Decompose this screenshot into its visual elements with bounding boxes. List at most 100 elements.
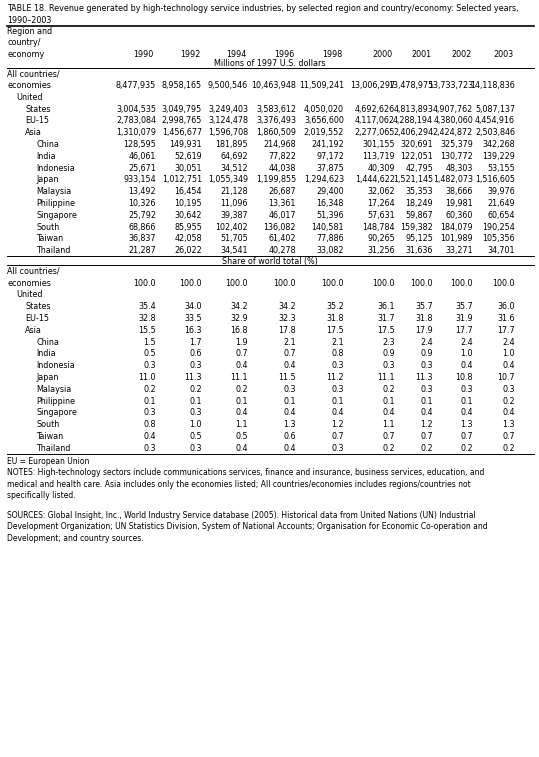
Text: 30,642: 30,642 <box>175 211 202 220</box>
Text: South: South <box>36 223 59 232</box>
Text: 0.1: 0.1 <box>460 397 473 406</box>
Text: 0.4: 0.4 <box>236 361 248 370</box>
Text: 38,666: 38,666 <box>446 187 473 196</box>
Text: 1.5: 1.5 <box>143 338 156 347</box>
Text: 0.1: 0.1 <box>383 397 395 406</box>
Text: 1.7: 1.7 <box>189 338 202 347</box>
Text: 11,096: 11,096 <box>220 199 248 208</box>
Text: 35.2: 35.2 <box>326 302 344 311</box>
Text: 0.3: 0.3 <box>420 385 433 394</box>
Text: Japan: Japan <box>36 176 58 185</box>
Text: 100.0: 100.0 <box>372 279 395 288</box>
Text: 8,958,165: 8,958,165 <box>162 81 202 90</box>
Text: 64,692: 64,692 <box>220 152 248 161</box>
Text: 40,309: 40,309 <box>368 164 395 173</box>
Text: 0.5: 0.5 <box>236 432 248 441</box>
Text: 16,348: 16,348 <box>316 199 344 208</box>
Text: 100.0: 100.0 <box>225 279 248 288</box>
Text: 148,784: 148,784 <box>363 223 395 232</box>
Text: 1,516,605: 1,516,605 <box>475 176 515 185</box>
Text: 46,061: 46,061 <box>129 152 156 161</box>
Text: China: China <box>36 338 59 347</box>
Text: 0.4: 0.4 <box>284 361 296 370</box>
Text: EU-15: EU-15 <box>25 314 49 323</box>
Text: 0.4: 0.4 <box>502 361 515 370</box>
Text: 2.3: 2.3 <box>382 338 395 347</box>
Text: 2,998,765: 2,998,765 <box>162 117 202 126</box>
Text: 933,154: 933,154 <box>123 176 156 185</box>
Text: India: India <box>36 152 56 161</box>
Text: 17.7: 17.7 <box>497 326 515 335</box>
Text: 100.0: 100.0 <box>321 279 344 288</box>
Text: 95,125: 95,125 <box>405 235 433 244</box>
Text: 0.7: 0.7 <box>331 432 344 441</box>
Text: SOURCES: Global Insight, Inc., World Industry Service database (2005). Historica: SOURCES: Global Insight, Inc., World Ind… <box>7 511 476 520</box>
Text: 13,733,723: 13,733,723 <box>428 81 473 90</box>
Text: 0.3: 0.3 <box>331 444 344 453</box>
Text: 8,477,935: 8,477,935 <box>116 81 156 90</box>
Text: 32.9: 32.9 <box>230 314 248 323</box>
Text: 0.4: 0.4 <box>331 408 344 417</box>
Text: 77,886: 77,886 <box>316 235 344 244</box>
Text: 4,813,893: 4,813,893 <box>393 104 433 114</box>
Text: 122,051: 122,051 <box>400 152 433 161</box>
Text: 159,382: 159,382 <box>400 223 433 232</box>
Text: All countries/: All countries/ <box>7 70 60 78</box>
Text: 21,287: 21,287 <box>128 246 156 255</box>
Text: South: South <box>36 420 59 429</box>
Text: country/: country/ <box>7 38 40 47</box>
Text: 0.4: 0.4 <box>236 408 248 417</box>
Text: 44,038: 44,038 <box>268 164 296 173</box>
Text: 1.3: 1.3 <box>284 420 296 429</box>
Text: 0.3: 0.3 <box>502 385 515 394</box>
Text: 31,636: 31,636 <box>406 246 433 255</box>
Text: 85,955: 85,955 <box>174 223 202 232</box>
Text: China: China <box>36 140 59 149</box>
Text: 1.2: 1.2 <box>420 420 433 429</box>
Text: 100.0: 100.0 <box>134 279 156 288</box>
Text: 1,596,708: 1,596,708 <box>208 128 248 137</box>
Text: 0.5: 0.5 <box>189 432 202 441</box>
Text: 0.3: 0.3 <box>143 444 156 453</box>
Text: 0.3: 0.3 <box>190 408 202 417</box>
Text: 25,671: 25,671 <box>128 164 156 173</box>
Text: Taiwan: Taiwan <box>36 432 63 441</box>
Text: 51,705: 51,705 <box>220 235 248 244</box>
Text: 4,380,060: 4,380,060 <box>433 117 473 126</box>
Text: 0.2: 0.2 <box>502 397 515 406</box>
Text: 0.3: 0.3 <box>190 444 202 453</box>
Text: 1,012,751: 1,012,751 <box>162 176 202 185</box>
Text: 130,772: 130,772 <box>440 152 473 161</box>
Text: 0.4: 0.4 <box>460 361 473 370</box>
Text: EU = European Union: EU = European Union <box>7 457 89 466</box>
Text: 100.0: 100.0 <box>451 279 473 288</box>
Text: 5,087,137: 5,087,137 <box>475 104 515 114</box>
Text: 0.5: 0.5 <box>143 350 156 358</box>
Text: 2002: 2002 <box>451 50 471 58</box>
Text: 68,866: 68,866 <box>129 223 156 232</box>
Text: 90,265: 90,265 <box>367 235 395 244</box>
Text: Asia: Asia <box>25 326 42 335</box>
Text: 139,229: 139,229 <box>482 152 515 161</box>
Text: 1,294,623: 1,294,623 <box>304 176 344 185</box>
Text: 31.8: 31.8 <box>327 314 344 323</box>
Text: 4,288,194: 4,288,194 <box>393 117 433 126</box>
Text: 31,256: 31,256 <box>368 246 395 255</box>
Text: 102,402: 102,402 <box>216 223 248 232</box>
Text: Indonesia: Indonesia <box>36 361 75 370</box>
Text: 1,482,073: 1,482,073 <box>433 176 473 185</box>
Text: 0.3: 0.3 <box>383 361 395 370</box>
Text: 61,402: 61,402 <box>268 235 296 244</box>
Text: 17.9: 17.9 <box>415 326 433 335</box>
Text: 34,541: 34,541 <box>220 246 248 255</box>
Text: 97,172: 97,172 <box>316 152 344 161</box>
Text: 1.1: 1.1 <box>236 420 248 429</box>
Text: 26,022: 26,022 <box>174 246 202 255</box>
Text: 33.5: 33.5 <box>184 314 202 323</box>
Text: EU-15: EU-15 <box>25 117 49 126</box>
Text: 1,521,145: 1,521,145 <box>393 176 433 185</box>
Text: 11.1: 11.1 <box>377 373 395 382</box>
Text: 30,051: 30,051 <box>175 164 202 173</box>
Text: 1992: 1992 <box>180 50 200 58</box>
Text: Philippine: Philippine <box>36 199 75 208</box>
